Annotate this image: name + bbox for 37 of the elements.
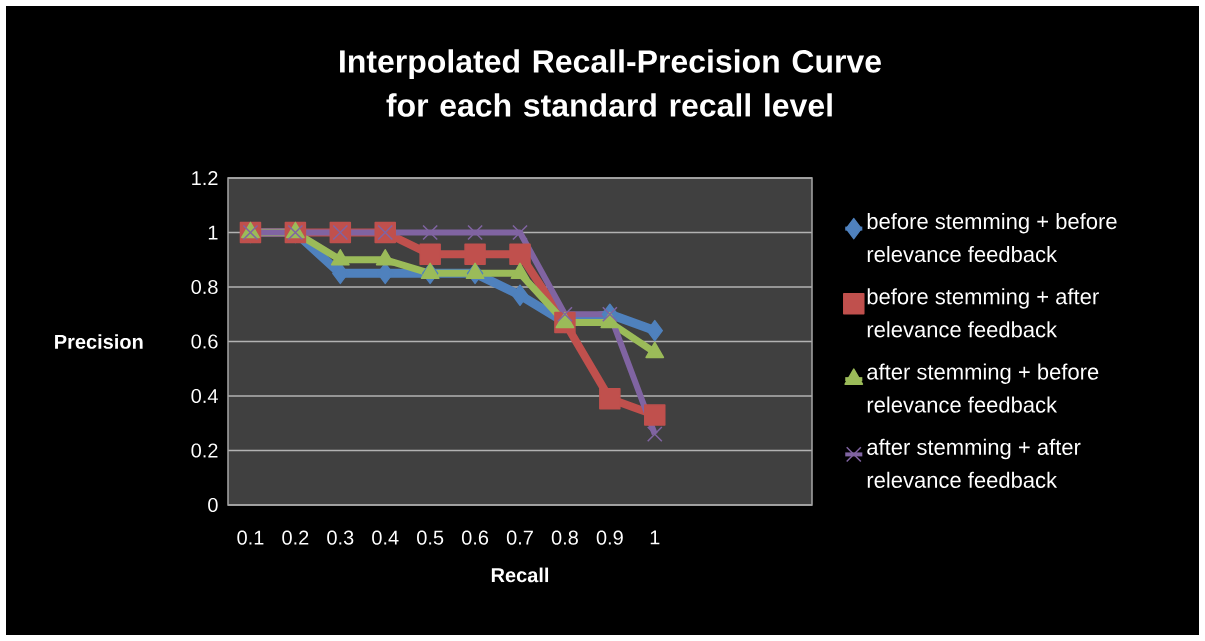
y-tick-label: 0.4 (191, 388, 218, 404)
x-tick-label: 0.1 (237, 530, 264, 545)
point (509, 243, 531, 266)
point (644, 404, 666, 426)
y-tick-label: 0.8 (191, 279, 218, 295)
y-tick-label: 0.6 (191, 334, 218, 349)
legend-label: after stemming + before relevance feedback (867, 363, 1099, 413)
y-tick-label: 1.2 (192, 171, 218, 185)
chart-title: Interpolated Recall-Precision Curve for each standard recall level (340, 49, 881, 117)
x-tick-label: 0.2 (282, 530, 309, 545)
x-tick-label: 0.8 (551, 530, 578, 545)
point (512, 224, 528, 241)
point (599, 387, 621, 410)
x-tick-label: 0.9 (596, 530, 623, 545)
x-axis-title: Recall (491, 567, 549, 583)
point (419, 243, 441, 266)
point (511, 284, 529, 306)
x-tick-label: 0.7 (506, 530, 533, 545)
x-tick-label: 0.5 (417, 530, 444, 545)
x-tick-label: 0.4 (372, 530, 399, 545)
y-tick-label: 0 (208, 497, 218, 513)
point (557, 306, 573, 323)
point (332, 262, 349, 285)
y-tick-label: 0.2 (191, 443, 218, 458)
legend-label: before stemming + after relevance feedback (867, 288, 1099, 338)
y-axis-title: Precision (55, 334, 143, 349)
legend-label: before stemming + before relevance feedback (867, 212, 1117, 263)
x-tick-label: 1 (650, 530, 660, 545)
point (422, 224, 438, 241)
y-tick-label: 1 (208, 225, 218, 240)
legend-label: after stemming + after relevance feedback (867, 438, 1081, 488)
point (464, 243, 486, 266)
point (646, 319, 664, 342)
point (646, 426, 663, 442)
x-tick-label: 0.3 (327, 530, 354, 545)
point (467, 224, 483, 241)
x-tick-label: 0.6 (461, 530, 489, 545)
